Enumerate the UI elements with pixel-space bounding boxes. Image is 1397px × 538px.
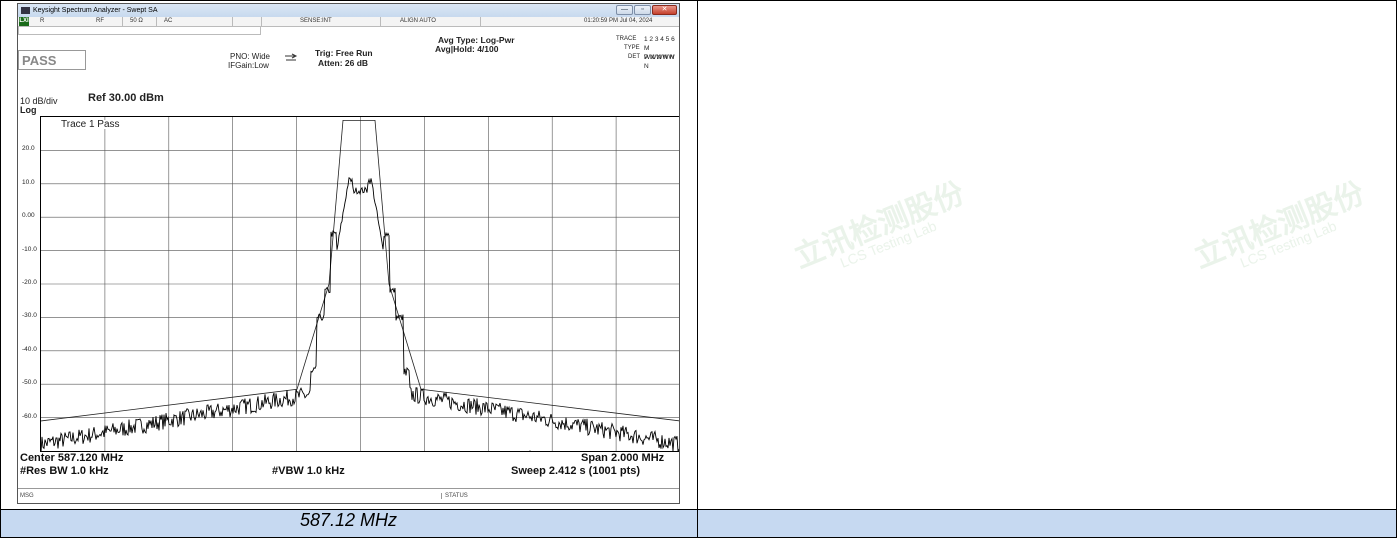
max-hold-trace — [41, 119, 679, 422]
divider — [122, 17, 123, 26]
input-box — [18, 26, 261, 35]
center-freq: Center 587.120 MHz — [20, 452, 124, 464]
status-row: LXI R RF 50 Ω AC SENSE:INT ALIGN AUTO 01… — [18, 17, 679, 27]
divider — [480, 17, 481, 26]
window-title: Keysight Spectrum Analyzer - Swept SA — [33, 7, 158, 14]
spectrum-analyzer-window: Keysight Spectrum Analyzer - Swept SA — … — [17, 3, 680, 504]
log-label: Log — [20, 105, 37, 115]
minimize-button[interactable]: — — [616, 5, 633, 15]
lxi-indicator: LXI — [19, 17, 29, 26]
y-axis-label: 0.00 — [22, 212, 35, 220]
trigger-icon — [285, 53, 298, 61]
divider — [380, 17, 381, 26]
caption-cell-right — [697, 509, 1397, 538]
app-icon — [21, 7, 30, 14]
trace-pass-label: Trace 1 Pass — [59, 119, 122, 130]
trace-values: 1 2 3 4 5 6 — [644, 36, 675, 43]
gridlines — [41, 117, 679, 451]
coupling-indicator: AC — [164, 18, 173, 24]
scale-per-div: 10 dB/div — [20, 96, 58, 106]
status-label: STATUS — [441, 493, 468, 499]
ref-level: Ref 30.00 dBm — [88, 92, 164, 104]
close-button[interactable]: ✕ — [652, 5, 677, 15]
spectrum-plot[interactable]: Trace 1 Pass — [40, 116, 679, 452]
maximize-button[interactable]: ▫ — [634, 5, 651, 15]
align-indicator: ALIGN AUTO — [400, 18, 436, 24]
sense-indicator: SENSE:INT — [300, 18, 332, 24]
y-axis-label: 20.0 — [22, 145, 35, 153]
rf-indicator: RF — [96, 18, 104, 24]
atten-setting: Atten: 26 dB — [318, 58, 369, 68]
y-axis-label: -10.0 — [22, 245, 37, 253]
message-bar: MSG STATUS — [18, 488, 679, 503]
pno-setting: PNO: Wide — [230, 52, 271, 61]
y-axis-label: -20.0 — [22, 279, 37, 286]
msg-label: MSG — [20, 493, 34, 499]
avg-type: Avg Type: Log-Pwr — [438, 35, 515, 45]
divider — [156, 17, 157, 26]
r-indicator: R — [40, 18, 45, 24]
title-bar[interactable]: Keysight Spectrum Analyzer - Swept SA — … — [18, 4, 679, 17]
y-axis-label: 10.0 — [22, 178, 35, 186]
pass-indicator: PASS — [18, 50, 86, 70]
trace-label: TRACE — [616, 36, 637, 42]
impedance-indicator: 50 Ω — [130, 18, 143, 24]
spectrum-graph — [41, 117, 679, 451]
ifgain-setting: IFGain:Low — [228, 61, 269, 70]
y-axis-label: -30.0 — [22, 312, 37, 320]
sweep: Sweep 2.412 s (1001 pts) — [511, 465, 641, 477]
det-values: P N N N N N — [644, 54, 675, 70]
trig-setting: Trig: Free Run — [315, 48, 373, 58]
y-axis-label: -60.0 — [22, 412, 37, 420]
res-bw: #Res BW 1.0 kHz — [20, 465, 109, 477]
vbw: #VBW 1.0 kHz — [272, 465, 345, 477]
y-axis-label: -40.0 — [22, 345, 37, 353]
frequency-caption: 587.12 MHz — [299, 510, 398, 530]
avg-hold: Avg|Hold: 4/100 — [435, 44, 499, 54]
span: Span 2.000 MHz — [581, 452, 665, 464]
divider — [261, 17, 262, 26]
average-trace — [41, 177, 679, 451]
caption-row — [0, 509, 1397, 538]
y-axis-label: -50.0 — [22, 379, 37, 387]
type-values: M WWWWW — [644, 45, 675, 61]
det-label: DET — [628, 54, 640, 60]
datetime: 01:20:59 PM Jul 04, 2024 — [584, 18, 653, 24]
divider — [232, 17, 233, 26]
type-label: TYPE — [624, 45, 640, 51]
